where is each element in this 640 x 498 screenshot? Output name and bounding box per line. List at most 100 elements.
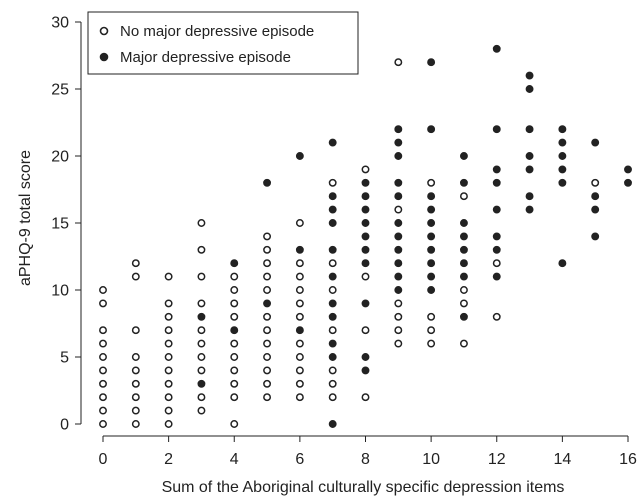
- point-no-major-depressive-episode: [361, 393, 370, 402]
- point-no-major-depressive-episode: [131, 326, 140, 335]
- point-major-depressive-episode: [328, 420, 337, 428]
- point-no-major-depressive-episode: [295, 339, 304, 348]
- point-no-major-depressive-episode: [230, 353, 239, 361]
- point-no-major-depressive-episode: [394, 339, 403, 348]
- point-no-major-depressive-episode: [328, 286, 337, 294]
- point-major-depressive-episode: [492, 205, 501, 214]
- point-no-major-depressive-episode: [197, 393, 206, 402]
- point-major-depressive-episode: [591, 205, 600, 214]
- point-no-major-depressive-episode: [361, 326, 370, 335]
- point-no-major-depressive-episode: [164, 326, 173, 335]
- point-major-depressive-episode: [328, 353, 337, 361]
- y-tick-label: 10: [51, 283, 69, 300]
- point-no-major-depressive-episode: [131, 259, 140, 268]
- point-major-depressive-episode: [328, 205, 337, 214]
- point-major-depressive-episode: [492, 272, 501, 281]
- point-no-major-depressive-episode: [263, 312, 272, 321]
- point-no-major-depressive-episode: [197, 366, 206, 375]
- point-major-depressive-episode: [361, 259, 370, 268]
- point-no-major-depressive-episode: [164, 366, 173, 375]
- point-no-major-depressive-episode: [361, 272, 370, 281]
- legend-box: [87, 11, 359, 75]
- point-no-major-depressive-episode: [99, 299, 107, 308]
- point-major-depressive-episode: [197, 379, 206, 388]
- point-major-depressive-episode: [459, 245, 468, 254]
- point-no-major-depressive-episode: [328, 393, 337, 402]
- point-major-depressive-episode: [328, 192, 337, 201]
- point-no-major-depressive-episode: [459, 286, 468, 294]
- point-no-major-depressive-episode: [230, 379, 239, 388]
- point-major-depressive-episode: [361, 245, 370, 254]
- point-no-major-depressive-episode: [99, 406, 107, 415]
- point-no-major-depressive-episode: [427, 178, 436, 187]
- point-major-depressive-episode: [361, 232, 370, 241]
- point-major-depressive-episode: [394, 152, 403, 160]
- point-no-major-depressive-episode: [197, 326, 206, 335]
- point-major-depressive-episode: [558, 125, 567, 134]
- x-tick-label: 0: [99, 451, 108, 468]
- point-no-major-depressive-episode: [164, 339, 173, 348]
- legend: No major depressive episode Major depres…: [87, 11, 359, 75]
- point-major-depressive-episode: [525, 85, 534, 93]
- point-no-major-depressive-episode: [164, 299, 173, 308]
- legend-label-mde: Major depressive episode: [120, 49, 291, 66]
- point-no-major-depressive-episode: [492, 312, 501, 321]
- point-no-major-depressive-episode: [295, 286, 304, 294]
- y-tick-label: 25: [51, 82, 69, 99]
- point-major-depressive-episode: [295, 326, 304, 335]
- point-no-major-depressive-episode: [263, 259, 272, 268]
- point-no-major-depressive-episode: [328, 379, 337, 388]
- point-major-depressive-episode: [591, 232, 600, 241]
- legend-marker-no-mde: [99, 26, 109, 36]
- point-no-major-depressive-episode: [394, 326, 403, 335]
- x-tick-label: 8: [361, 451, 370, 468]
- point-no-major-depressive-episode: [427, 326, 436, 335]
- point-major-depressive-episode: [558, 178, 567, 187]
- point-major-depressive-episode: [394, 232, 403, 241]
- y-axis-title: aPHQ-9 total score: [17, 150, 34, 286]
- point-major-depressive-episode: [394, 219, 403, 227]
- point-no-major-depressive-episode: [328, 259, 337, 268]
- y-tick-label: 5: [60, 350, 69, 367]
- x-tick-label: 2: [164, 451, 173, 468]
- point-major-depressive-episode: [328, 138, 337, 147]
- point-no-major-depressive-episode: [131, 366, 140, 375]
- point-no-major-depressive-episode: [427, 339, 436, 348]
- point-major-depressive-episode: [492, 245, 501, 254]
- point-major-depressive-episode: [394, 259, 403, 268]
- point-no-major-depressive-episode: [295, 366, 304, 375]
- point-major-depressive-episode: [427, 192, 436, 201]
- point-no-major-depressive-episode: [230, 312, 239, 321]
- point-major-depressive-episode: [525, 205, 534, 214]
- y-tick-label: 30: [51, 15, 69, 32]
- point-major-depressive-episode: [427, 245, 436, 254]
- point-no-major-depressive-episode: [492, 259, 501, 268]
- point-major-depressive-episode: [624, 178, 632, 187]
- point-major-depressive-episode: [394, 286, 403, 294]
- point-major-depressive-episode: [558, 152, 567, 160]
- point-major-depressive-episode: [295, 245, 304, 254]
- y-tick-label: 15: [51, 216, 69, 233]
- point-no-major-depressive-episode: [230, 420, 239, 428]
- point-no-major-depressive-episode: [197, 245, 206, 254]
- point-no-major-depressive-episode: [131, 272, 140, 281]
- point-no-major-depressive-episode: [99, 353, 107, 361]
- point-major-depressive-episode: [492, 232, 501, 241]
- point-no-major-depressive-episode: [164, 420, 173, 428]
- x-axis-title: Sum of the Aboriginal culturally specifi…: [162, 479, 565, 496]
- point-no-major-depressive-episode: [459, 339, 468, 348]
- point-no-major-depressive-episode: [459, 192, 468, 201]
- point-no-major-depressive-episode: [394, 205, 403, 214]
- point-major-depressive-episode: [361, 353, 370, 361]
- point-major-depressive-episode: [459, 219, 468, 227]
- point-major-depressive-episode: [361, 219, 370, 227]
- point-major-depressive-episode: [525, 152, 534, 160]
- point-no-major-depressive-episode: [394, 312, 403, 321]
- legend-label-no-mde: No major depressive episode: [120, 23, 314, 40]
- point-no-major-depressive-episode: [131, 420, 140, 428]
- point-major-depressive-episode: [394, 178, 403, 187]
- point-no-major-depressive-episode: [328, 326, 337, 335]
- point-major-depressive-episode: [459, 259, 468, 268]
- y-tick-label: 20: [51, 149, 69, 166]
- point-major-depressive-episode: [459, 152, 468, 160]
